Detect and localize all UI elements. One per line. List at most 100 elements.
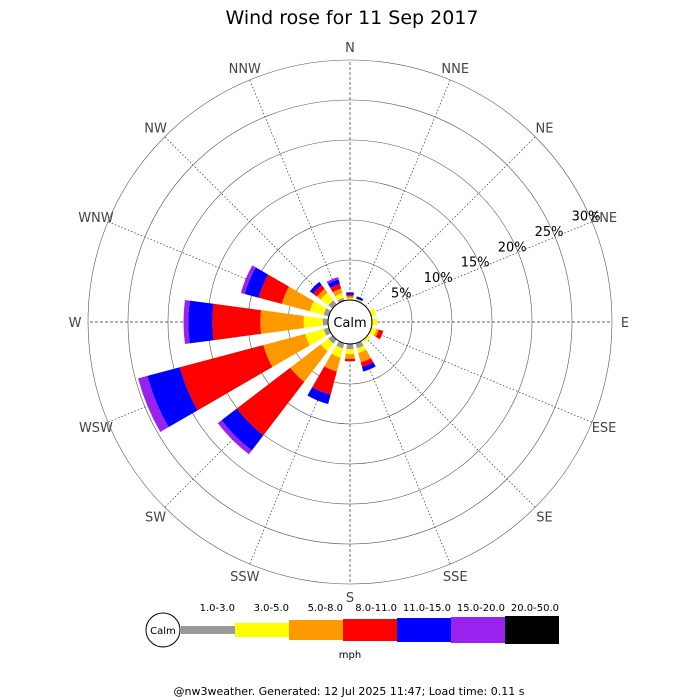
grid-spoke <box>365 337 536 508</box>
legend-swatch-3.0-5.0 <box>235 623 289 637</box>
petal-segment-s <box>345 353 355 359</box>
direction-label-sw: SW <box>145 510 166 525</box>
direction-label-nw: NW <box>144 122 167 137</box>
petal-segment-nnw <box>327 279 340 288</box>
grid-ring <box>87 59 613 585</box>
legend-swatch-11.0-15.0 <box>397 618 451 642</box>
petal-segment-nw <box>320 292 334 306</box>
grid <box>87 59 613 585</box>
legend-calm-circle <box>145 612 181 648</box>
petal-segment-sw <box>221 408 264 451</box>
direction-label-sse: SSE <box>443 570 468 585</box>
petal-segment-s <box>344 358 356 362</box>
petal-segment-nnw <box>335 293 344 301</box>
direction-label-s: S <box>346 591 354 606</box>
petal-segment-sse <box>360 358 374 367</box>
legend-bin-label: 20.0-50.0 <box>511 603 559 614</box>
petal-segment-nnw <box>330 284 342 293</box>
legend-units: mph <box>339 650 361 661</box>
calm-center: Calm <box>327 299 373 345</box>
petal-segment-sse <box>355 341 364 349</box>
petal-segment-wsw <box>323 327 331 336</box>
legend-swatch-15.0-20.0 <box>451 617 505 643</box>
petals <box>138 265 384 455</box>
petal-segment-nw <box>316 288 328 300</box>
petal-segment-s <box>346 344 354 350</box>
direction-label-wsw: WSW <box>79 421 113 436</box>
petal-segment-w <box>260 310 304 334</box>
petal-segment-ese <box>373 329 379 337</box>
petal-segment-nnw <box>332 288 343 297</box>
petal-segment-n <box>346 292 354 295</box>
direction-label-se: SE <box>536 510 552 525</box>
percent-label: 20% <box>498 240 527 255</box>
petal-segment-ene <box>369 308 377 317</box>
legend: Calm 1.0-3.0 3.0-5.0 5.0-8.0 8.0-11.0 11.0-15… <box>145 603 559 661</box>
petal-segment-ese <box>375 329 384 340</box>
grid-spoke <box>370 330 593 423</box>
petal-segment-s <box>345 349 355 355</box>
petal-segment-nne <box>356 296 364 302</box>
petal-segment-wnw <box>281 286 314 312</box>
legend-swatch-8.0-11.0 <box>343 619 397 641</box>
direction-label-nne: NNE <box>441 62 469 77</box>
petal-segment-wsw <box>263 333 310 367</box>
direction-label-ne: NE <box>535 122 553 137</box>
petal-segment-sse <box>357 345 367 354</box>
petal-segment-ssw <box>336 341 345 349</box>
petal-segment-wnw <box>258 274 290 304</box>
petal-segment-wnw <box>309 301 327 315</box>
petal-segment-nw <box>328 300 337 309</box>
petal-segment-sse <box>361 362 376 372</box>
chart-title: Wind rose for 11 Sep 2017 <box>225 7 478 29</box>
petal-segment-n <box>346 297 354 300</box>
percent-label: 15% <box>461 256 490 271</box>
petal-segment-wsw <box>179 345 273 411</box>
petal-segment-nw <box>309 281 322 294</box>
petal-segment-wnw <box>323 308 331 317</box>
legend-swatch-20.0-50.0 <box>505 616 559 644</box>
direction-label-ssw: SSW <box>230 570 260 585</box>
petal-segment-w <box>303 315 323 329</box>
legend-calm-label: Calm <box>150 626 176 637</box>
legend-bin-label: 11.0-15.0 <box>403 603 451 614</box>
petal-segment-sw <box>328 335 337 344</box>
grid-spoke <box>249 79 342 302</box>
legend-swatch-5.0-8.0 <box>289 620 343 640</box>
petal-segment-n <box>346 294 354 297</box>
legend-bin-label: 5.0-8.0 <box>308 603 343 614</box>
grid-spoke <box>164 136 335 307</box>
petal-segment-w <box>188 300 214 344</box>
petal-segment-wnw <box>244 267 269 298</box>
petal-segment-wsw <box>305 329 327 346</box>
legend-bin-label: 1.0-3.0 <box>200 603 235 614</box>
direction-label-ese: ESE <box>592 421 617 436</box>
petal-segment-wnw <box>240 265 256 294</box>
petal-segment-w <box>322 318 328 326</box>
petal-segment-nnw <box>326 277 339 284</box>
direction-label-e: E <box>621 316 629 331</box>
legend-bin-label: 15.0-20.0 <box>457 603 505 614</box>
grid-spoke <box>358 79 451 302</box>
petal-segment-sw <box>236 367 305 436</box>
legend-bin-label: 3.0-5.0 <box>254 603 289 614</box>
grid-spoke <box>370 221 593 314</box>
percent-label: 25% <box>535 225 564 240</box>
petal-segment-nne <box>355 298 363 303</box>
legend-bin-label: 8.0-11.0 <box>355 603 397 614</box>
petal-segment-ese <box>369 327 377 336</box>
grid-spoke <box>358 342 451 565</box>
percent-label: 30% <box>572 210 601 225</box>
direction-label-nnw: NNW <box>229 62 261 77</box>
petal-segment-nnw <box>337 297 345 303</box>
direction-labels: N NNE NE ENE E ESE SE SSE S SSW SW WSW W WNW NW NNW <box>69 41 630 606</box>
direction-label-n: N <box>345 41 355 56</box>
petal-segment-wsw <box>138 375 169 432</box>
percent-label: 10% <box>424 271 453 286</box>
petal-segment-sse <box>358 349 371 363</box>
direction-label-w: W <box>69 316 82 331</box>
percent-labels: 5% 10% 15% 20% 25% 30% <box>391 210 601 302</box>
petal-segment-sw <box>320 338 334 352</box>
petal-segment-w <box>212 303 262 341</box>
